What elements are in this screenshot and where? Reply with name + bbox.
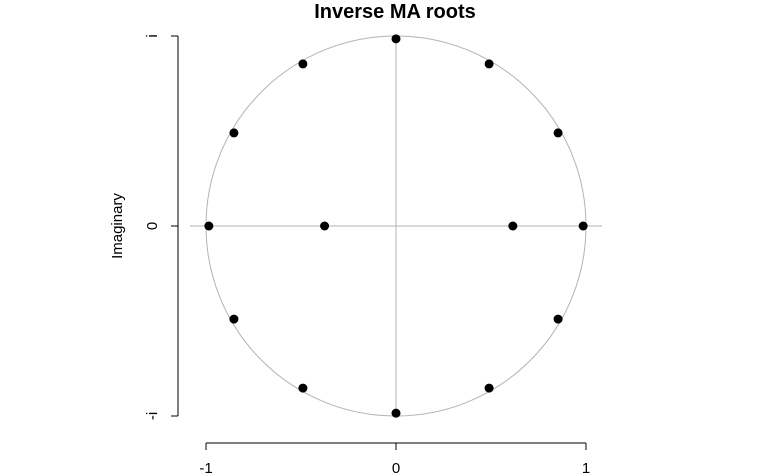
root-point <box>204 221 214 231</box>
y-axis-label: Imaginary <box>109 193 126 259</box>
x-axis: -1 0 1 <box>199 442 590 475</box>
chart-title: Inverse MA roots <box>314 1 476 23</box>
root-point <box>391 408 401 418</box>
y-tick-label: -i <box>144 412 161 420</box>
root-point <box>320 221 330 231</box>
points-layer <box>204 34 588 418</box>
root-point <box>553 128 563 138</box>
root-point <box>391 34 401 44</box>
x-tick-label: 1 <box>582 460 590 475</box>
root-point <box>484 59 494 69</box>
x-tick-label: -1 <box>199 460 212 475</box>
root-point <box>553 314 563 324</box>
root-point <box>578 221 588 231</box>
reference-layer <box>190 35 602 417</box>
root-point <box>229 314 239 324</box>
root-point <box>508 221 518 231</box>
y-tick-label: 0 <box>144 222 161 230</box>
y-axis: -i 0 i <box>144 34 179 420</box>
y-tick-label: i <box>144 34 161 37</box>
root-point <box>484 383 494 393</box>
root-point <box>298 383 308 393</box>
root-point <box>298 59 308 69</box>
x-tick-label: 0 <box>392 460 400 475</box>
root-point <box>229 128 239 138</box>
